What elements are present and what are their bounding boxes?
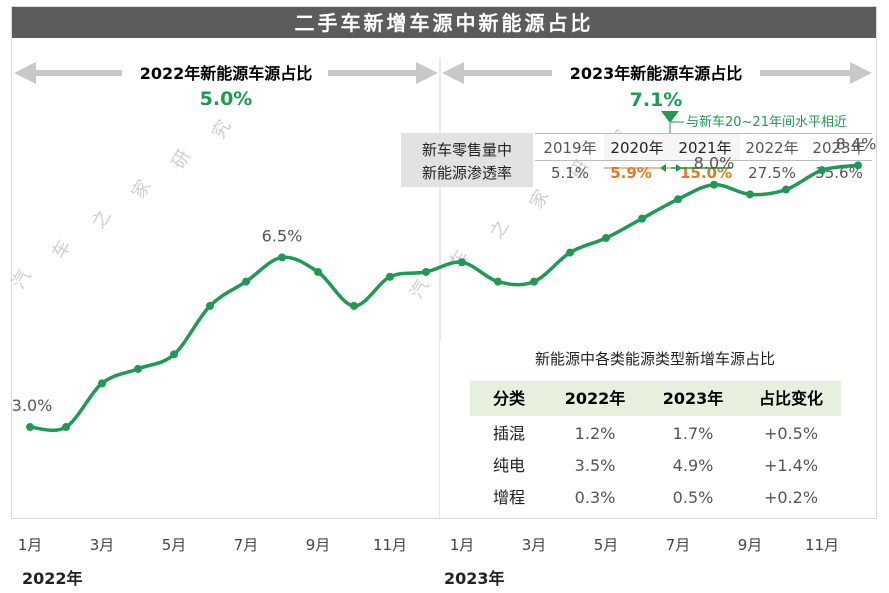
sub-table-cell: 插混 [493, 424, 525, 443]
chart-frame [11, 6, 877, 519]
data-point [170, 350, 178, 359]
data-point [206, 301, 214, 310]
sub-table-header: 2022年 [565, 389, 626, 408]
sub-table-header: 2023年 [663, 389, 724, 408]
data-point [674, 195, 682, 204]
data-point [98, 379, 106, 388]
penetration-value: 5.9% [610, 164, 652, 182]
data-label: 8.0% [694, 154, 735, 173]
x-axis: 1月 3月 5月 7月 9月 11月 1月 3月 5月 7月 9月 11月 [18, 536, 839, 554]
chart-title: 二手车新增车源中新能源占比 [295, 11, 594, 35]
x-tick-label: 11月 [805, 536, 839, 554]
x-tick-label: 1月 [18, 536, 43, 554]
x-tick-label: 7月 [666, 536, 691, 554]
penetration-year: 2023年 [812, 139, 865, 157]
sub-table-header-bg [470, 381, 841, 416]
x-tick-label: 7月 [234, 536, 259, 554]
data-label: 6.5% [262, 226, 303, 245]
sub-table-cell: 4.9% [673, 456, 714, 475]
period-arrow-2023 [442, 62, 872, 84]
x-tick-label: 1月 [450, 536, 475, 554]
sub-table-cell: 0.3% [575, 488, 616, 507]
period-arrow-2022 [14, 62, 438, 84]
data-point [602, 234, 610, 243]
data-point [854, 161, 862, 170]
svg-text:之: 之 [486, 216, 513, 242]
data-point [458, 258, 466, 267]
sub-table-title: 新能源中各类能源类型新增车源占比 [535, 350, 775, 368]
x-tick-label: 5月 [594, 536, 619, 554]
data-point [566, 248, 574, 257]
sub-table-cell: 0.5% [673, 488, 714, 507]
data-point [278, 253, 286, 262]
data-point [350, 301, 358, 310]
watermark-left: 汽 车 之 家 研 究 [8, 116, 235, 292]
data-label: 3.0% [12, 396, 53, 415]
data-point [494, 277, 502, 286]
data-point [134, 364, 142, 373]
svg-text:家: 家 [128, 176, 155, 202]
svg-text:研: 研 [168, 146, 195, 172]
svg-text:之: 之 [88, 206, 115, 232]
svg-text:家: 家 [526, 186, 553, 212]
sub-table-bg [440, 340, 870, 518]
svg-text:汽: 汽 [8, 266, 35, 292]
penetration-year: 2019年 [543, 139, 596, 157]
period-label-2023: 2023年新能源车源占比 [570, 64, 743, 83]
x-tick-label: 3月 [90, 536, 115, 554]
data-point [242, 277, 250, 286]
data-point [26, 423, 34, 432]
period-label-2022: 2022年新能源车源占比 [140, 64, 313, 83]
svg-text:车: 车 [48, 236, 75, 262]
sub-table-cell: 纯电 [493, 456, 525, 475]
data-point [746, 190, 754, 199]
x-tick-label: 9月 [306, 536, 331, 554]
data-point [422, 267, 430, 276]
penetration-value: 5.1% [551, 164, 589, 182]
penetration-row-label: 新能源渗透率 [422, 164, 512, 182]
x-tick-label: 3月 [522, 536, 547, 554]
penetration-row-label: 新车零售量中 [422, 141, 512, 159]
x-tick-label: 9月 [738, 536, 763, 554]
sub-table-header: 分类 [493, 389, 526, 408]
penetration-value: 27.5% [748, 164, 796, 182]
period-value-2022: 5.0% [200, 88, 253, 110]
sub-table-cell: +1.4% [764, 456, 818, 475]
svg-text:汽: 汽 [406, 276, 433, 302]
data-point [530, 277, 538, 286]
penetration-year: 2021年 [678, 139, 731, 157]
sub-table-cell: 3.5% [575, 456, 616, 475]
data-point [314, 267, 322, 276]
penetration-row-label-box [401, 133, 533, 187]
penetration-year: 2022年 [745, 139, 798, 157]
data-point [782, 185, 790, 194]
sub-table-cell: +0.5% [764, 424, 818, 443]
data-point [818, 166, 826, 175]
title-bar [12, 7, 876, 38]
data-point [386, 272, 394, 281]
sub-table-cell: +0.2% [764, 488, 818, 507]
sub-table-cell: 1.7% [673, 424, 714, 443]
callout-text: 与新车20~21年间水平相近 [686, 114, 847, 130]
data-point [710, 180, 718, 189]
callout-triangle-icon [661, 111, 679, 123]
series-points [26, 161, 862, 432]
sub-table-cell: 1.2% [575, 424, 616, 443]
data-point [62, 423, 70, 432]
penetration-year: 2020年 [610, 139, 663, 157]
data-point [638, 214, 646, 223]
sub-table-cell: 增程 [493, 488, 525, 507]
x-tick-label: 11月 [373, 536, 407, 554]
year-label-2022: 2022年 [22, 569, 83, 588]
data-label: 8.4% [836, 134, 877, 153]
period-value-2023: 7.1% [630, 89, 683, 111]
svg-text:究: 究 [208, 116, 235, 142]
year-label-2023: 2023年 [444, 569, 505, 588]
data-labels: 3.0% 6.5% 8.0% 8.4% [12, 134, 877, 415]
sub-table-header: 占比变化 [759, 389, 823, 408]
x-tick-label: 5月 [162, 536, 187, 554]
